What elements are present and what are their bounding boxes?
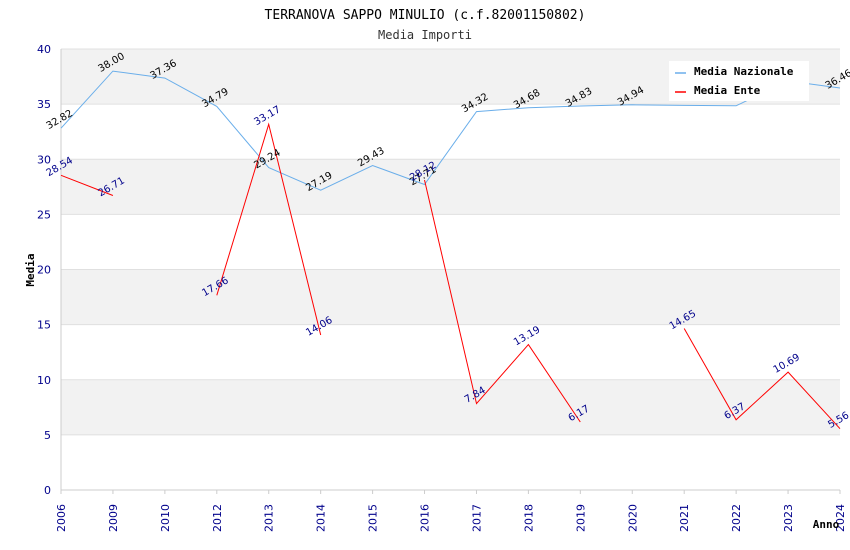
x-tick-label: 2009: [107, 504, 120, 532]
series-line-media-ente: [424, 179, 581, 423]
series-line-media-ente: [216, 122, 322, 336]
chart-subtitle: Media Importi: [378, 28, 472, 42]
y-tick-labels: 0 5 10 15 20 25 30 35 40: [37, 43, 51, 497]
x-tick-label: 2016: [419, 504, 432, 532]
x-tick-label: 2024: [834, 504, 847, 532]
y-tick-label: 35: [37, 98, 51, 111]
x-tick-label: 2006: [55, 504, 68, 532]
x-tick-label: 2019: [574, 504, 587, 532]
x-tick-labels: 2006 2009 2010 2012 2013 2014 2015 2016 2017 2018…: [55, 504, 847, 532]
legend: Media Nazionale Media Ente: [669, 61, 809, 101]
x-tick-label: 2020: [626, 504, 639, 532]
x-tick-label: 2010: [159, 504, 172, 532]
data-label-ente: 10.69: [772, 352, 802, 376]
y-tick-label: 40: [37, 43, 51, 56]
x-axis-label: Anno: [813, 518, 840, 531]
y-tick-label: 0: [44, 484, 51, 497]
data-label-ente: 13.19: [512, 324, 542, 348]
axes: [60, 49, 841, 494]
series-line-media-ente: [683, 328, 841, 430]
legend-label-ente: Media Ente: [694, 84, 761, 97]
y-tick-label: 5: [44, 429, 51, 442]
x-tick-label: 2015: [367, 504, 380, 532]
legend-label-nazionale: Media Nazionale: [694, 65, 794, 78]
x-tick-label: 2012: [211, 504, 224, 532]
grid-bands: [61, 49, 840, 435]
y-axis-label: Media: [24, 253, 37, 286]
series-lines: [60, 70, 841, 430]
x-tick-label: 2022: [730, 504, 743, 532]
x-tick-label: 2021: [678, 504, 691, 532]
x-tick-label: 2014: [315, 504, 328, 532]
y-tick-label: 30: [37, 153, 51, 166]
legend-box: [669, 61, 809, 101]
grid-band: [61, 159, 840, 215]
series-line-media-ente: [60, 174, 114, 196]
y-tick-label: 15: [37, 319, 51, 332]
grid-band: [61, 379, 840, 435]
chart-title: TERRANOVA SAPPO MINULIO (c.f.82001150802…: [265, 8, 586, 23]
y-tick-label: 20: [37, 264, 51, 277]
data-label-ente: 33.17: [252, 104, 282, 128]
x-tick-label: 2018: [522, 504, 535, 532]
x-tick-label: 2017: [470, 504, 483, 532]
x-tick-label: 2013: [263, 504, 276, 532]
grid-band: [61, 269, 840, 325]
y-tick-label: 25: [37, 208, 51, 221]
data-label-nazionale: 32.82: [45, 108, 75, 132]
x-tick-label: 2023: [782, 504, 795, 532]
series-line-media-nazionale: [60, 70, 841, 191]
y-tick-label: 10: [37, 374, 51, 387]
